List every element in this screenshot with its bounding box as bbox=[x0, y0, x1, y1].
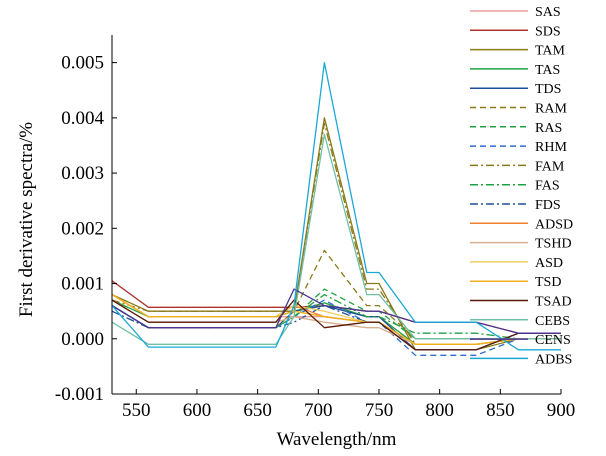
legend-label-fam: FAM bbox=[535, 159, 565, 174]
legend-label-adsd: ADSD bbox=[535, 217, 573, 232]
y-tick-label: 0.001 bbox=[61, 274, 104, 295]
x-tick-label: 800 bbox=[425, 400, 454, 421]
x-tick-label: 700 bbox=[304, 400, 333, 421]
legend-label-cens: CENS bbox=[535, 333, 571, 348]
y-tick-label: -0.001 bbox=[55, 384, 104, 405]
legend-label-tshd: TSHD bbox=[535, 237, 572, 252]
x-axis-title: Wavelength/nm bbox=[277, 429, 397, 450]
y-ticks: -0.001 0.000 0.001 0.002 0.003 0.004 0.005 bbox=[55, 53, 117, 405]
legend-label-sds: SDS bbox=[535, 24, 561, 39]
legend-label-fas: FAS bbox=[535, 179, 560, 194]
legend-label-sas: SAS bbox=[535, 5, 561, 20]
x-tick-label: 650 bbox=[243, 400, 272, 421]
legend-label-ras: RAS bbox=[535, 121, 562, 136]
x-tick-label: 750 bbox=[365, 400, 394, 421]
series-line-tam bbox=[111, 117, 561, 351]
axes: 550 600 650 700 750 800 850 900 -0.001 0.000 0.00… bbox=[55, 35, 575, 421]
y-tick-label: 0.002 bbox=[61, 218, 104, 239]
series-line-adbs bbox=[111, 61, 561, 351]
series-line-fam bbox=[111, 122, 561, 345]
x-tick-label: 550 bbox=[122, 400, 151, 421]
x-tick-label: 850 bbox=[486, 400, 515, 421]
legend-label-ram: RAM bbox=[535, 102, 567, 117]
y-axis-title: First derivative spectra/% bbox=[16, 122, 37, 317]
y-tick-label: 0.003 bbox=[61, 163, 104, 184]
legend-label-tsd: TSD bbox=[535, 275, 561, 290]
legend-label-fds: FDS bbox=[535, 198, 561, 213]
y-tick-label: 0.005 bbox=[61, 53, 104, 74]
x-tick-label: 900 bbox=[547, 400, 576, 421]
legend-label-tas: TAS bbox=[535, 63, 560, 78]
legend-label-adbs: ADBS bbox=[535, 352, 572, 367]
legend: SAS SDS TAM TAS TDS RAM RAS RHM FAM FAS FDS ADSD TSH… bbox=[470, 5, 573, 367]
series-line-tsad bbox=[111, 299, 561, 351]
legend-label-cebs: CEBS bbox=[535, 314, 570, 329]
series-line-fas bbox=[111, 293, 561, 340]
series-line-cens bbox=[111, 288, 561, 334]
legend-label-tsad: TSAD bbox=[535, 295, 572, 310]
legend-label-tds: TDS bbox=[535, 82, 561, 97]
y-tick-label: 0.000 bbox=[61, 329, 104, 350]
series-line-ram bbox=[111, 249, 561, 340]
x-tick-label: 600 bbox=[183, 400, 212, 421]
x-ticks: 550 600 650 700 750 800 850 900 bbox=[122, 389, 575, 421]
legend-label-asd: ASD bbox=[535, 256, 563, 271]
y-tick-label: 0.004 bbox=[61, 108, 104, 129]
plot-lines bbox=[111, 61, 561, 356]
legend-label-rhm: RHM bbox=[535, 140, 567, 155]
legend-label-tam: TAM bbox=[535, 44, 566, 59]
